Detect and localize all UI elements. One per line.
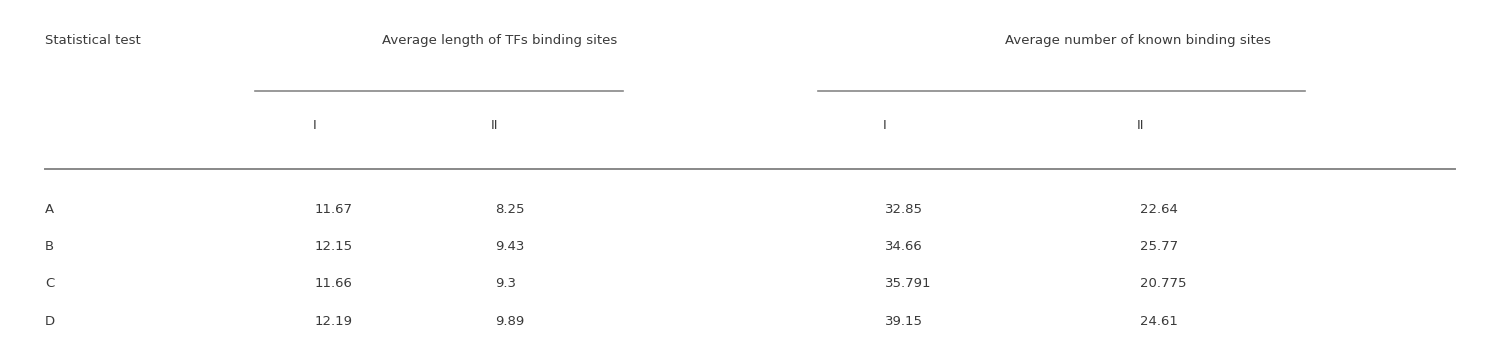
Text: 34.66: 34.66: [885, 240, 922, 253]
Text: 9.43: 9.43: [495, 240, 525, 253]
Text: Average number of known binding sites: Average number of known binding sites: [1005, 34, 1270, 47]
Text: 12.15: 12.15: [315, 240, 352, 253]
Text: 24.61: 24.61: [1140, 315, 1178, 328]
Text: I: I: [884, 119, 886, 131]
Text: 12.19: 12.19: [315, 315, 352, 328]
Text: 8.25: 8.25: [495, 203, 525, 216]
Text: A: A: [45, 203, 54, 216]
Text: 32.85: 32.85: [885, 203, 922, 216]
Text: 22.64: 22.64: [1140, 203, 1178, 216]
Text: 9.89: 9.89: [495, 315, 525, 328]
Text: 39.15: 39.15: [885, 315, 922, 328]
Text: II: II: [1137, 119, 1143, 131]
Text: 11.67: 11.67: [315, 203, 352, 216]
Text: 9.3: 9.3: [495, 277, 516, 290]
Text: C: C: [45, 277, 54, 290]
Text: B: B: [45, 240, 54, 253]
Text: I: I: [314, 119, 316, 131]
Text: II: II: [492, 119, 498, 131]
Text: Average length of TFs binding sites: Average length of TFs binding sites: [382, 34, 618, 47]
Text: 35.791: 35.791: [885, 277, 932, 290]
Text: 25.77: 25.77: [1140, 240, 1178, 253]
Text: D: D: [45, 315, 56, 328]
Text: 11.66: 11.66: [315, 277, 352, 290]
Text: Statistical test: Statistical test: [45, 34, 141, 47]
Text: 20.775: 20.775: [1140, 277, 1186, 290]
